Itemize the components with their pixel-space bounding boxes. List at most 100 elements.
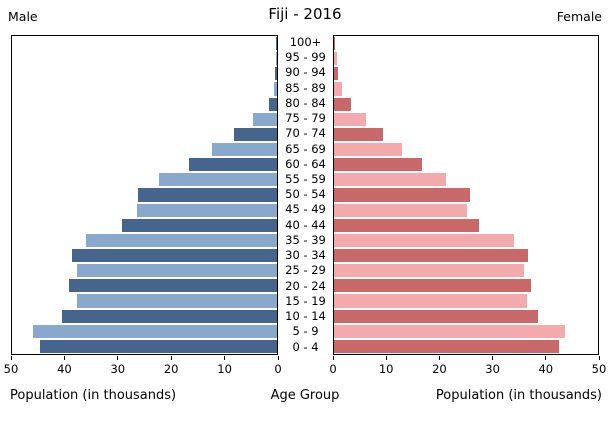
male-bar-row [12,51,277,66]
male-bar-80-84 [269,97,277,111]
age-label: 30 - 34 [285,248,326,263]
tick-mark [10,356,12,360]
male-bar-90-94 [275,67,277,81]
female-x-axis-ticks: 0 10 20 30 40 50 [329,356,606,378]
female-bar-row [334,263,598,278]
male-bar-row [12,36,277,51]
male-bar-row [12,172,277,187]
age-label: 10 - 14 [285,309,326,324]
female-bar-95-99 [334,52,337,66]
female-side-header: Female [556,9,602,24]
tick-mark [277,356,279,360]
female-bar-25-29 [334,264,525,278]
female-bar-row [334,172,598,187]
tick-mark [63,356,65,360]
tick-label: 20 [163,362,179,376]
male-bar-60-64 [189,158,277,172]
female-bar-90-94 [334,67,339,81]
male-bar-row [12,127,277,142]
male-bar-45-49 [136,203,277,217]
female-bar-row [334,66,598,81]
female-bar-row [334,142,598,157]
female-bar-row [334,218,598,233]
male-axis-label: Population (in thousands) [10,388,177,403]
male-bar-55-59 [159,173,277,187]
female-bar-35-39 [334,233,515,247]
male-bar-row [12,309,277,324]
age-label: 90 - 94 [285,65,326,80]
tick-mark [224,356,226,360]
female-bar-row [334,51,598,66]
female-bar-row [334,203,598,218]
tick-mark [170,356,172,360]
female-bar-row [334,81,598,96]
male-bar-row [12,187,277,202]
male-bar-row [12,324,277,339]
male-bar-30-34 [72,248,277,263]
female-bar-75-79 [334,112,367,126]
male-bar-35-39 [85,233,277,247]
male-bar-15-19 [76,294,277,308]
age-label: 80 - 84 [285,95,326,110]
tick-label: 50 [591,362,607,376]
age-label: 100+ [289,34,322,49]
age-label: 5 - 9 [292,324,319,339]
male-bar-row [12,218,277,233]
male-bar-75-79 [253,112,277,126]
age-label: 40 - 44 [285,217,326,232]
female-bar-80-84 [334,97,351,111]
male-bars [12,36,277,354]
age-label: 25 - 29 [285,263,326,278]
female-bars [334,36,598,354]
female-bar-row [334,36,598,51]
tick-mark [332,356,334,360]
female-bar-20-24 [334,279,531,293]
male-bar-row [12,339,277,354]
age-label: 95 - 99 [285,50,326,65]
male-side-header: Male [8,9,38,24]
tick-mark [385,356,387,360]
male-bar-85-89 [273,82,277,96]
male-x-axis-ticks: 0 10 20 30 40 50 [4,356,282,378]
male-bar-0-4 [40,339,277,353]
female-bar-row [334,278,598,293]
male-bar-10-14 [62,309,277,323]
female-bar-row [334,233,598,248]
age-label: 45 - 49 [285,202,326,217]
female-bar-row [334,127,598,142]
female-bar-row [334,187,598,202]
male-bar-65-69 [211,142,277,157]
age-label: 70 - 74 [285,126,326,141]
male-bar-row [12,263,277,278]
tick-label: 10 [217,362,232,376]
male-bar-row [12,157,277,172]
female-bar-50-54 [334,188,471,202]
female-bar-0-4 [334,339,560,353]
female-bar-row [334,112,598,127]
tick-label: 10 [378,362,394,376]
female-bar-row [334,97,598,112]
male-bar-row [12,112,277,127]
male-bar-row [12,66,277,81]
male-bar-row [12,278,277,293]
female-bar-70-74 [334,127,384,141]
tick-label: 30 [485,362,500,376]
age-label: 75 - 79 [285,111,326,126]
tick-mark [598,356,600,360]
tick-mark [438,356,440,360]
age-label: 50 - 54 [285,187,326,202]
male-panel [11,35,278,355]
female-bar-15-19 [334,294,528,308]
female-bar-60-64 [334,158,423,172]
male-bar-row [12,233,277,248]
male-bar-100+ [276,36,277,51]
tick-label: 20 [432,362,447,376]
tick-label: 40 [57,362,72,376]
female-bar-100+ [334,36,336,51]
female-axis-label: Population (in thousands) [435,388,602,403]
age-label: 15 - 19 [285,293,326,308]
male-bar-95-99 [275,52,277,66]
female-bar-55-59 [334,173,446,187]
tick-label: 30 [110,362,126,376]
